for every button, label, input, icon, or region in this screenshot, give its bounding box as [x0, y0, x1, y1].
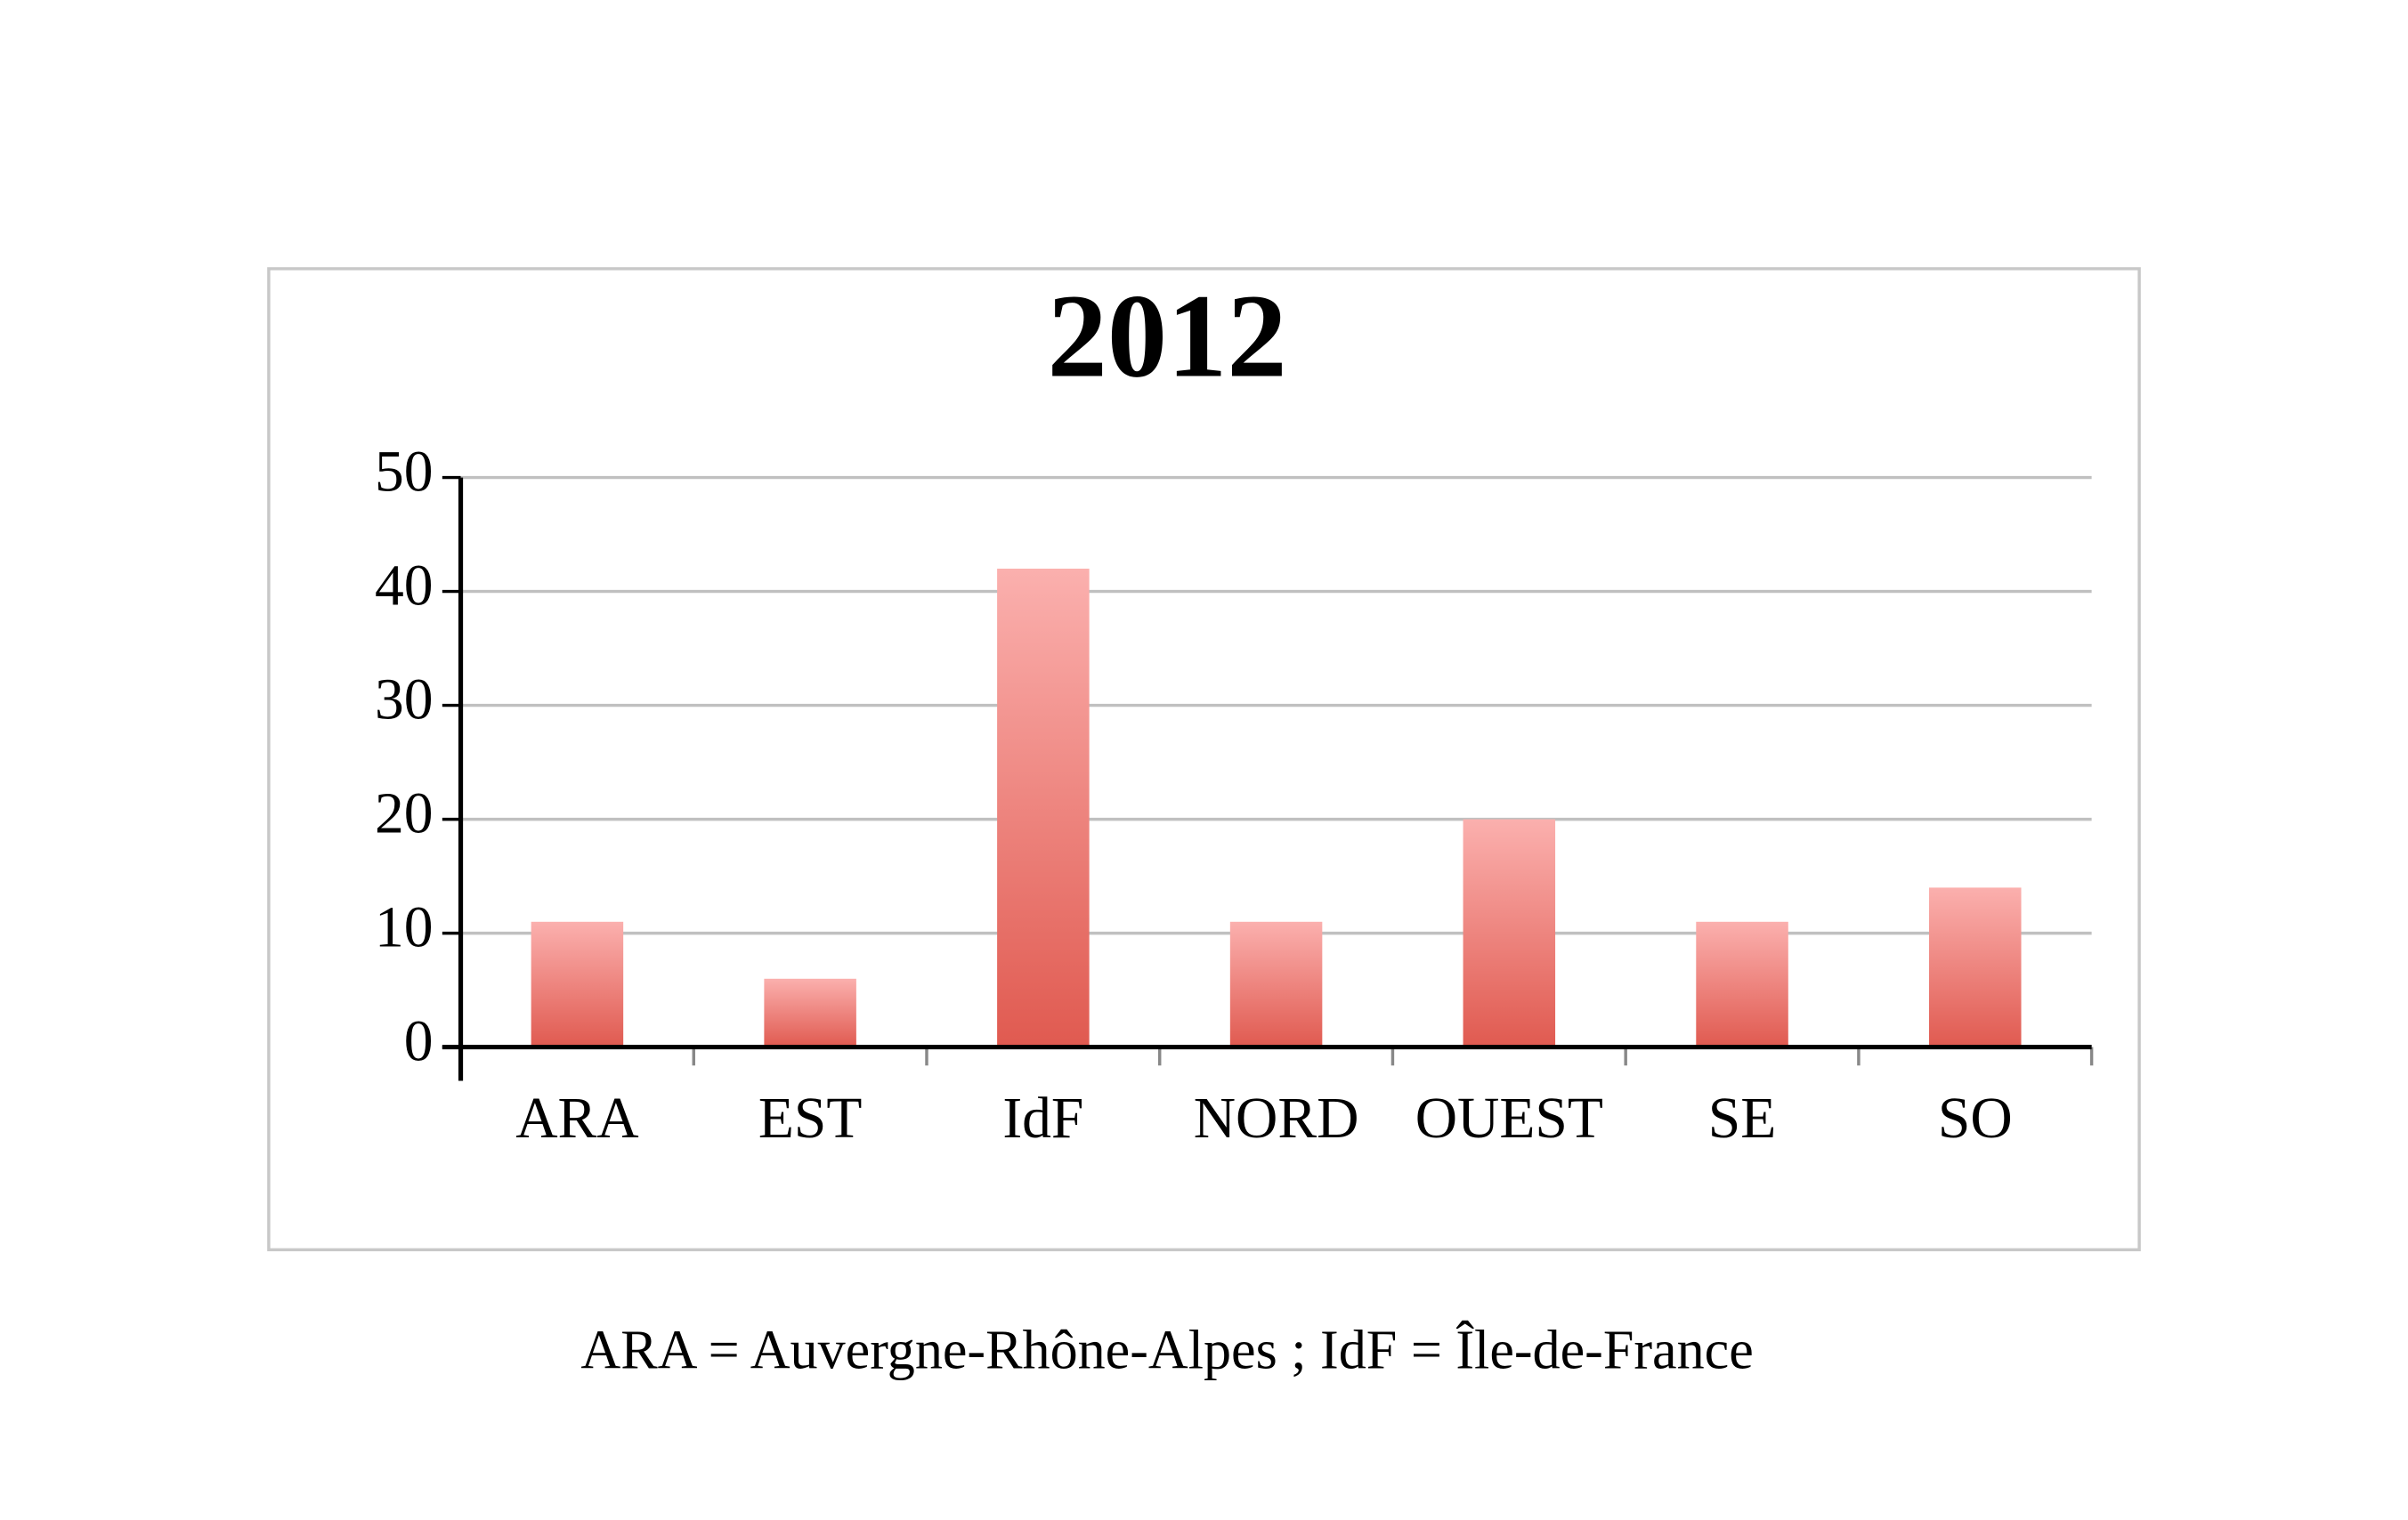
y-tick-label: 30	[375, 668, 434, 732]
x-tick-label: IdF	[1002, 1087, 1083, 1151]
bar	[997, 568, 1090, 1047]
x-tick-label: SE	[1708, 1087, 1777, 1151]
y-tick-label: 20	[375, 782, 434, 846]
x-tick-label: SO	[1938, 1087, 2013, 1151]
x-tick-label: ARA	[515, 1087, 638, 1151]
x-tick-label: OUEST	[1415, 1087, 1603, 1151]
footnote: ARA = Auvergne-Rhône-Alpes ; IdF = Île-d…	[580, 1321, 1753, 1381]
bar	[1463, 819, 1556, 1047]
x-tick-label: NORD	[1194, 1087, 1359, 1151]
y-tick-label: 10	[375, 896, 434, 960]
bar	[764, 978, 856, 1047]
chart-frame	[267, 267, 2141, 1252]
bar	[531, 921, 624, 1047]
x-tick-label: EST	[758, 1087, 863, 1151]
y-tick-label: 50	[375, 441, 434, 505]
y-tick-label: 0	[404, 1010, 434, 1074]
y-tick-label: 40	[375, 554, 434, 619]
bar	[1696, 921, 1788, 1047]
bar	[1929, 887, 2022, 1047]
chart-title: 2012	[1048, 271, 1287, 403]
bar	[1229, 921, 1323, 1047]
